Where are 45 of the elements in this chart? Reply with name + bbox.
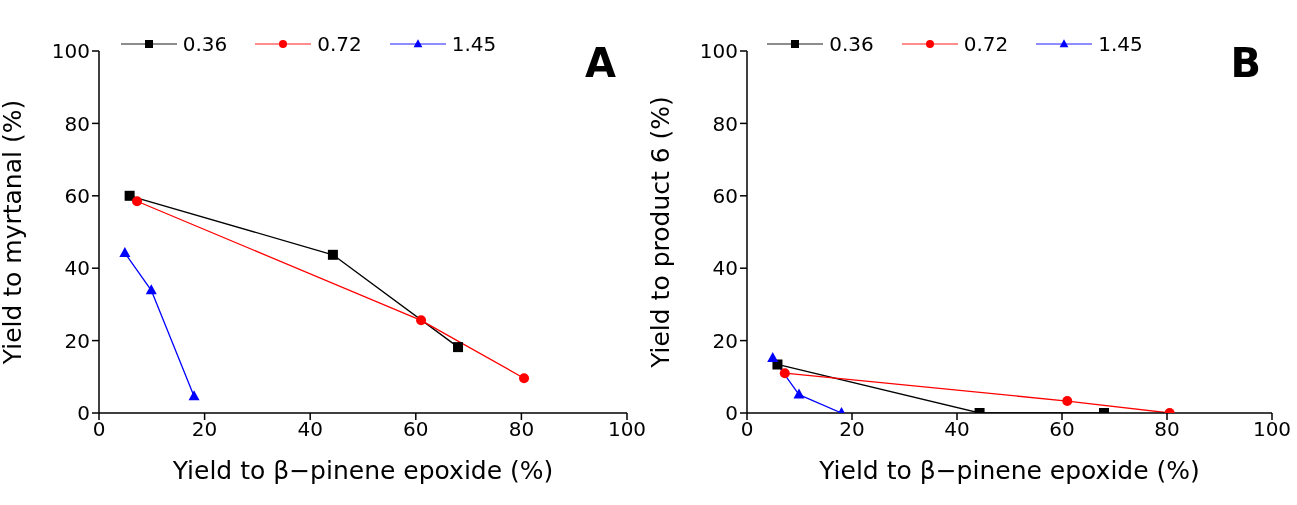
y-tick-label: 60 — [64, 183, 90, 208]
y-tick-label: 40 — [64, 256, 90, 281]
x-axis-title: Yield to β−pinene epoxide (%) — [818, 456, 1200, 485]
y-tick-label: 20 — [64, 328, 90, 353]
x-tick-label: 60 — [1049, 417, 1075, 442]
point — [119, 247, 131, 257]
x-tick-label: 40 — [297, 417, 323, 442]
x-tick-label: 0 — [92, 417, 106, 442]
y-tick-label: 60 — [712, 183, 738, 208]
legend-label: 0.36 — [182, 32, 228, 56]
point — [145, 284, 157, 295]
point — [453, 342, 464, 353]
x-tick-label: 80 — [508, 417, 535, 442]
legend-label: 0.72 — [963, 32, 1009, 56]
point — [327, 249, 338, 260]
x-tick-label: 0 — [740, 417, 754, 442]
legend-label: 0.36 — [829, 32, 874, 56]
annotation: B — [1230, 40, 1261, 86]
y-tick-label: 80 — [64, 111, 90, 136]
legend-label: 0.72 — [317, 32, 362, 56]
x-tick-label: 20 — [839, 417, 865, 442]
y-tick-label: 40 — [712, 256, 738, 281]
x-tick-label: 40 — [944, 417, 970, 442]
y-tick-label: 80 — [712, 111, 738, 136]
point — [416, 315, 427, 326]
x-tick-label: 60 — [403, 417, 429, 442]
y-tick-label: 100 — [51, 39, 90, 64]
y-axis-title: Yield to myrtanal (%) — [0, 99, 27, 366]
x-axis-title: Yield to β−pinene epoxide (%) — [171, 456, 554, 485]
annotation: A — [585, 40, 616, 86]
y-tick-label: 100 — [699, 39, 738, 64]
point — [519, 373, 530, 384]
point — [188, 390, 200, 401]
x-tick-label: 100 — [1252, 417, 1292, 442]
x-tick-label: 80 — [1154, 417, 1180, 442]
legend-label: 1.45 — [1098, 32, 1143, 56]
y-tick-label: 20 — [712, 328, 738, 353]
legend-label: 1.45 — [451, 32, 497, 56]
x-tick-label: 100 — [607, 417, 647, 442]
point — [132, 196, 143, 207]
point — [124, 190, 135, 201]
x-tick-label: 20 — [191, 417, 218, 442]
y-tick-label: 0 — [725, 401, 738, 426]
y-axis-title: Yield to product 6 (%) — [645, 96, 675, 369]
y-tick-label: 0 — [77, 401, 90, 426]
